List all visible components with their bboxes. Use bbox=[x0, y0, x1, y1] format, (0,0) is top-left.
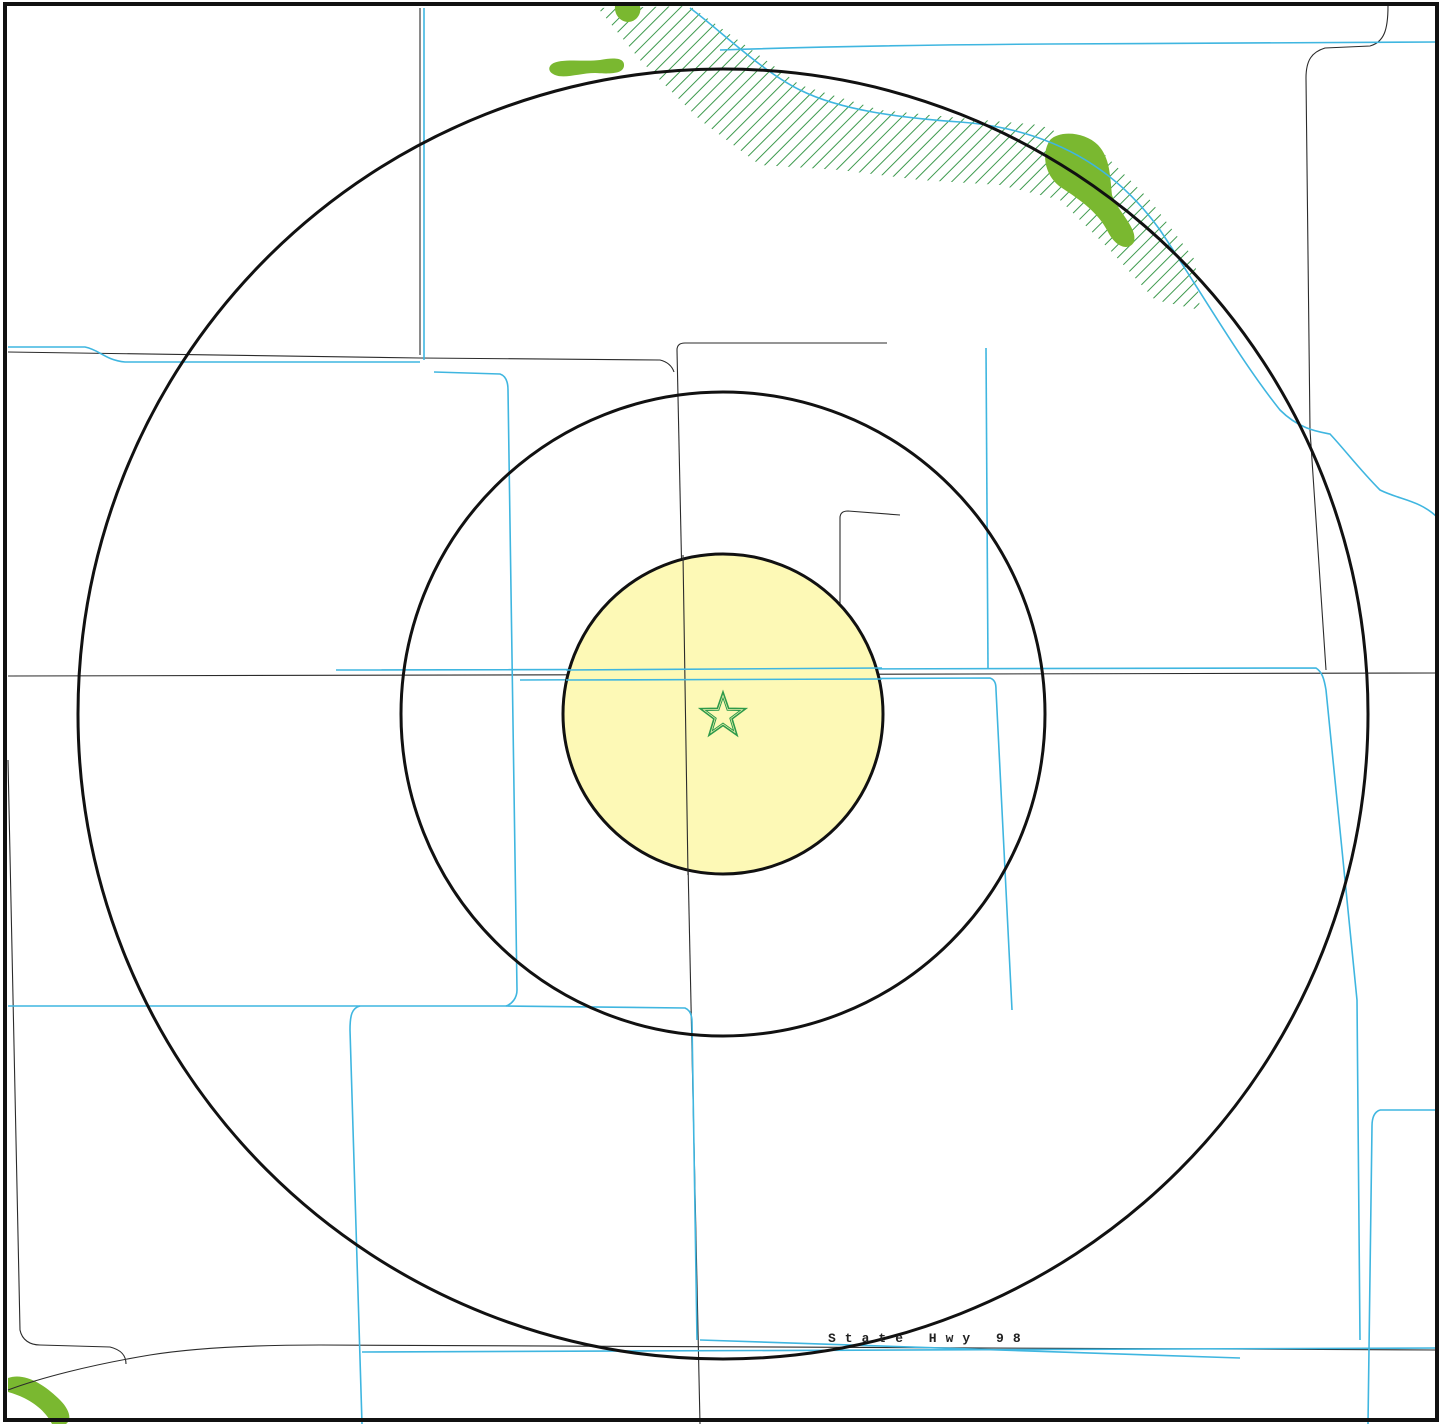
road-network bbox=[7, 5, 1439, 1424]
outer-buffer-ring bbox=[76, 67, 1370, 1361]
wetland-patch-4 bbox=[8, 1376, 70, 1424]
road-through-center bbox=[682, 554, 689, 876]
highway-label: State Hwy 98 bbox=[828, 1331, 1030, 1346]
wetland-patch-1 bbox=[549, 58, 625, 77]
wetland-hatch-area bbox=[598, 6, 1200, 310]
waterway-network bbox=[8, 7, 1439, 1424]
inner-buffer-zone bbox=[561, 552, 885, 876]
middle-buffer-ring bbox=[399, 390, 1047, 1038]
waterway-through-center-2 bbox=[565, 678, 883, 681]
star-icon bbox=[697, 689, 749, 738]
wetland-patch-3 bbox=[1045, 133, 1135, 247]
map-frame-border bbox=[3, 2, 1439, 1422]
waterway-through-center bbox=[565, 667, 883, 671]
wetland-patch-2 bbox=[614, 6, 641, 22]
